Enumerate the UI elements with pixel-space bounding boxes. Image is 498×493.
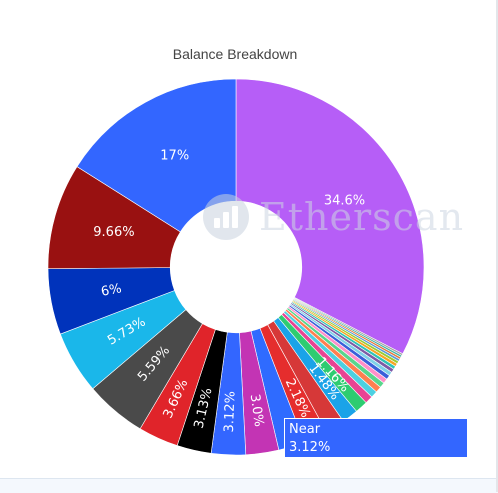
slice-label-29: 17% bbox=[160, 148, 189, 163]
tooltip-value: 3.12% (448,787,083.20684) bbox=[289, 440, 428, 473]
pie-slice-29[interactable] bbox=[76, 78, 237, 233]
bottom-strip bbox=[0, 478, 498, 493]
pie-slice-0[interactable] bbox=[235, 78, 425, 355]
chart-title: Balance Breakdown bbox=[172, 46, 298, 62]
hover-tooltip: Near 3.12% (448,787,083.20684) bbox=[284, 418, 468, 473]
etherscan-watermark: Etherscan bbox=[203, 194, 464, 240]
slice-label-27: 6% bbox=[100, 281, 123, 300]
tooltip-name: Near bbox=[289, 422, 321, 437]
slice-label-28: 9.66% bbox=[93, 225, 134, 240]
etherscan-logo-icon bbox=[203, 194, 249, 240]
donut-chart[interactable]: 34.6%1.16%1.48%2.18%3.0%3.12%3.13%3.66%5… bbox=[0, 0, 470, 478]
slice-label-21: 3.0% bbox=[247, 393, 266, 428]
slice-label-22: 3.12% bbox=[222, 391, 239, 433]
frame-border bbox=[496, 0, 498, 492]
watermark-text: Etherscan bbox=[259, 195, 465, 239]
slice-label-0: 34.6% bbox=[324, 194, 365, 209]
